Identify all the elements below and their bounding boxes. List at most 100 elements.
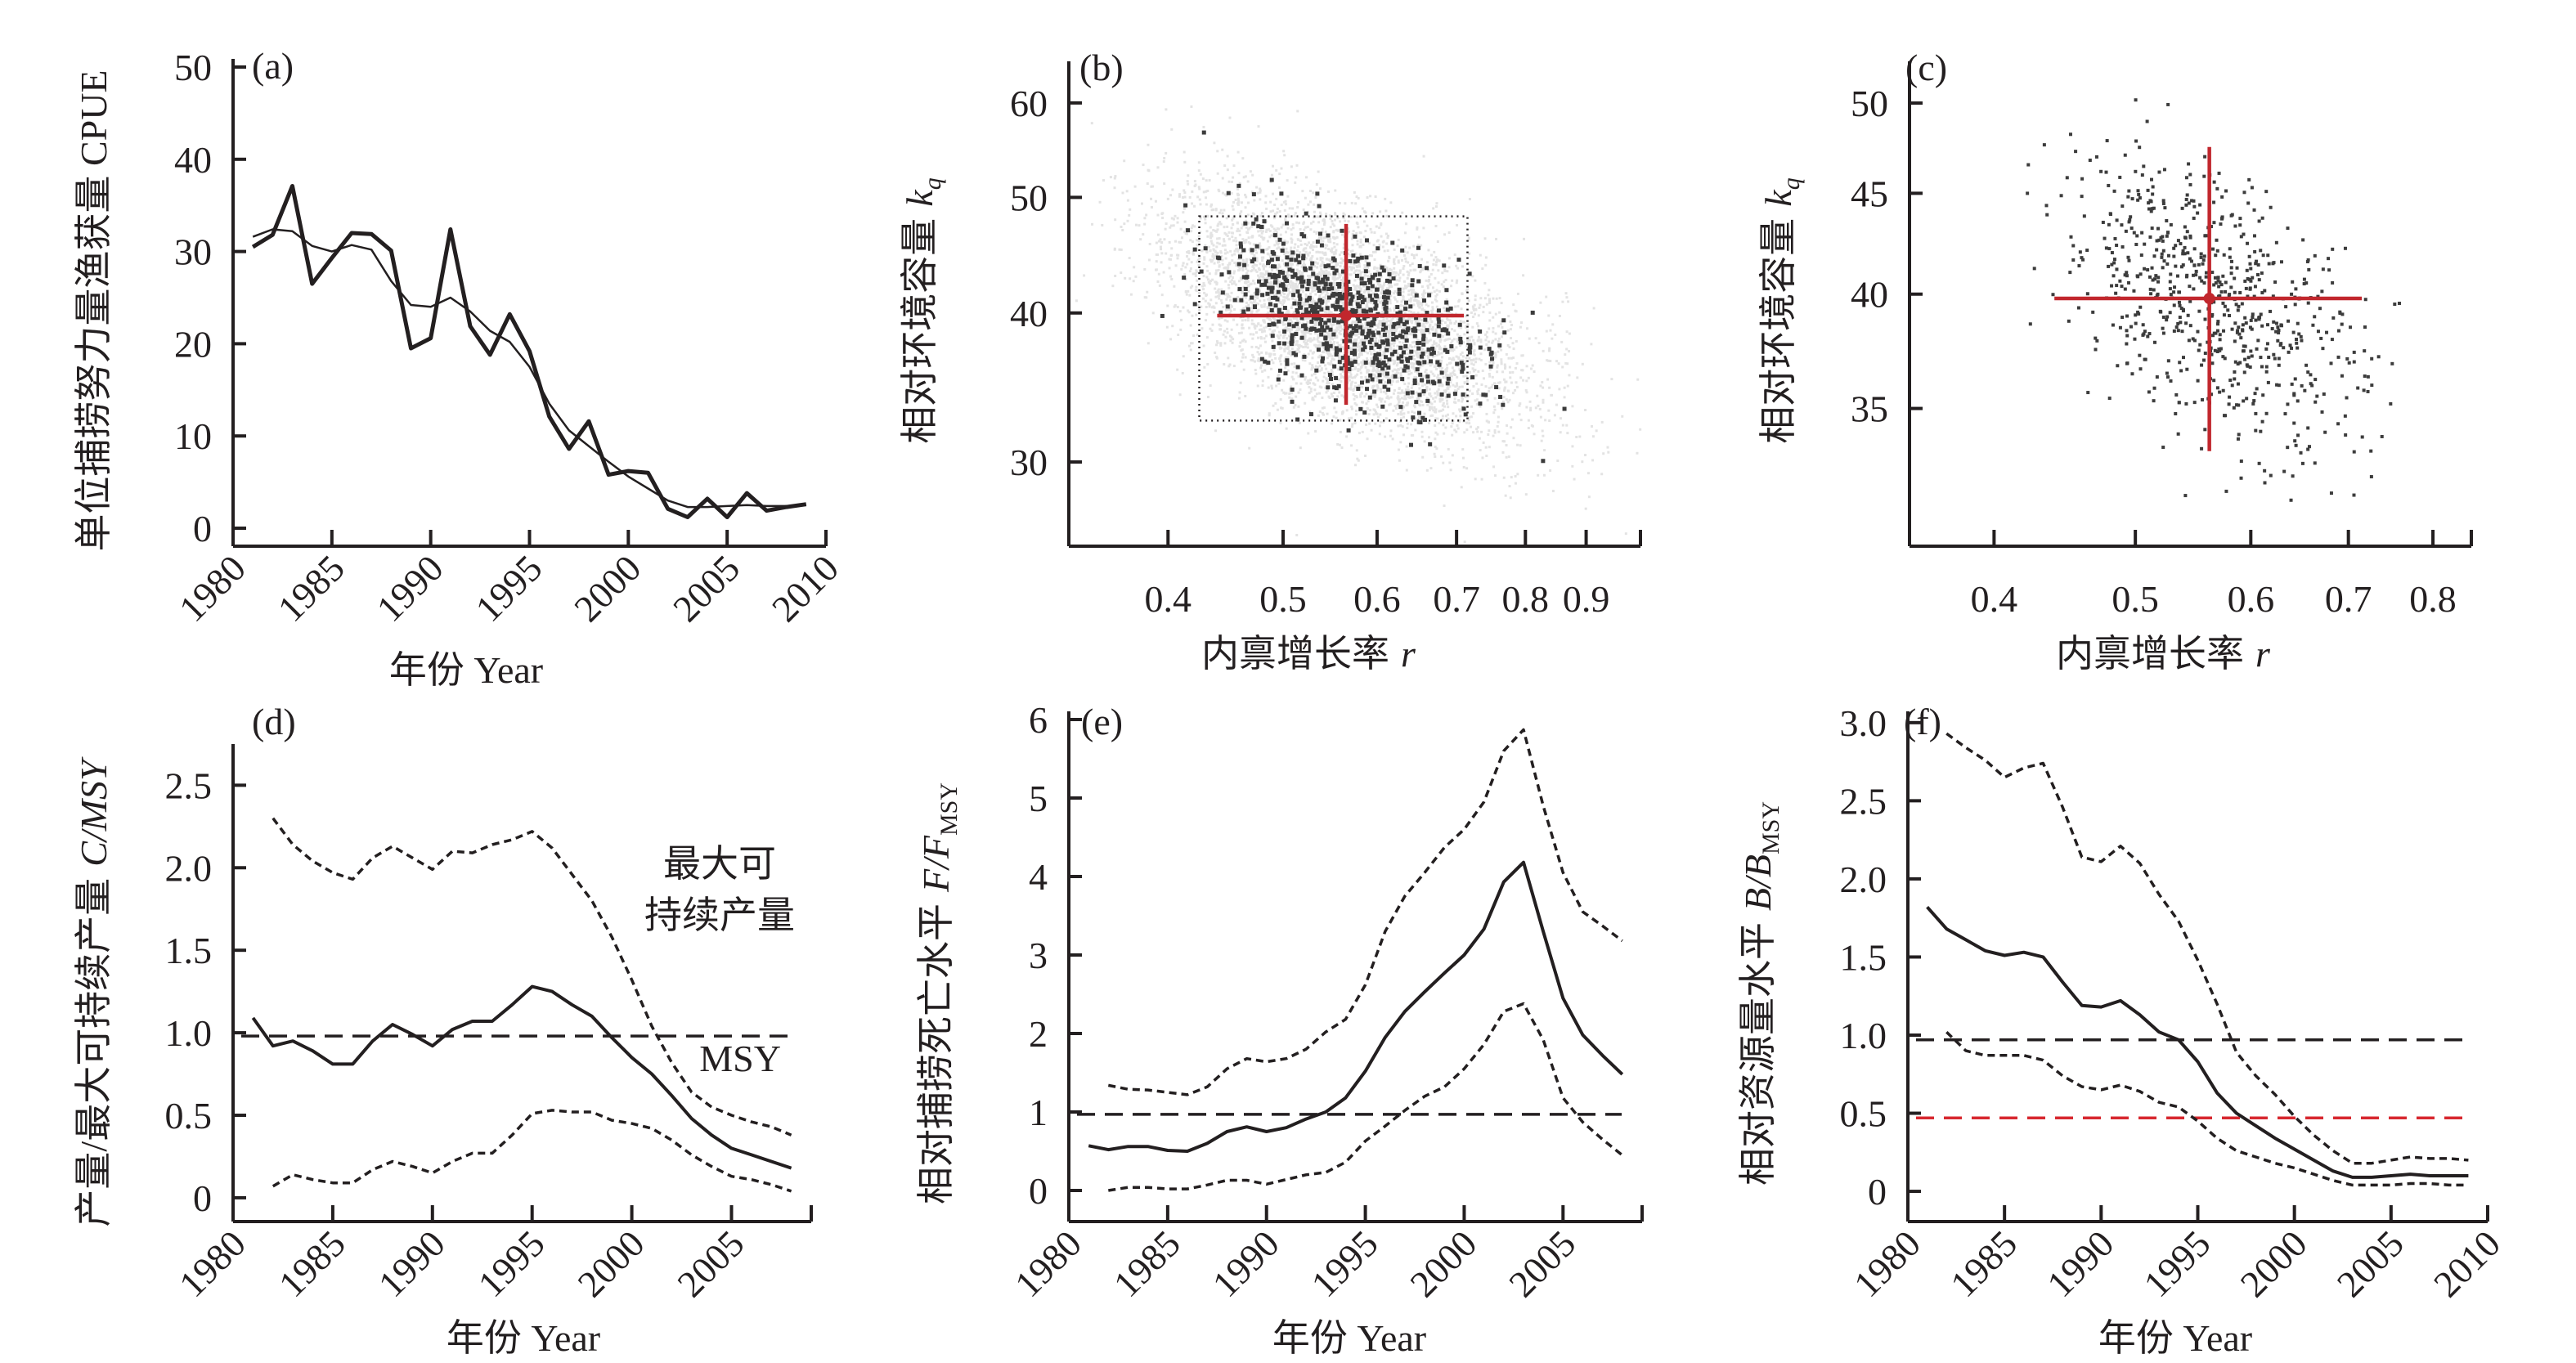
cloud-point <box>1464 395 1467 398</box>
cloud-point <box>1465 467 1469 470</box>
cloud-point <box>1376 403 1379 406</box>
cloud-point <box>1388 307 1391 311</box>
cloud-point <box>1383 352 1386 356</box>
cloud-point <box>1381 307 1384 310</box>
cloud-point <box>1304 226 1308 229</box>
cloud-point <box>1366 305 1369 308</box>
cloud-point <box>1433 410 1436 413</box>
cloud-point <box>1474 361 1478 364</box>
cloud-point <box>1186 255 1189 258</box>
cloud-point <box>1488 327 1491 330</box>
cloud-point <box>1518 404 1521 407</box>
x-tick-label: 0.5 <box>1259 578 1307 620</box>
cloud-point <box>1426 355 1429 358</box>
cloud-point <box>1250 307 1254 310</box>
cloud-point <box>1179 328 1183 331</box>
cloud-point <box>1132 280 1135 283</box>
cloud-point <box>1281 259 1284 262</box>
cloud-point <box>1253 298 1256 302</box>
cloud-point <box>1412 291 1416 294</box>
cloud-point <box>1268 352 1271 356</box>
cloud-point <box>1525 365 1528 368</box>
cloud-point <box>1278 210 1281 213</box>
cloud-point <box>1204 299 1207 303</box>
cloud-point <box>1343 326 1346 330</box>
y-tick-label: 40 <box>1010 293 1048 334</box>
cloud-point <box>1351 320 1354 323</box>
cloud-point <box>1382 321 1385 324</box>
cloud-point <box>1192 252 1195 255</box>
cloud-point <box>1374 422 1377 425</box>
cloud-point <box>1201 177 1205 181</box>
cloud-point <box>1263 369 1267 372</box>
cloud-point <box>1227 231 1231 234</box>
cloud-point <box>1422 155 1425 158</box>
cloud-point <box>1226 251 1229 254</box>
cloud-point <box>1429 283 1432 286</box>
cloud-point <box>1402 341 1405 344</box>
cloud-point <box>1205 265 1209 268</box>
cloud-point <box>1261 236 1264 240</box>
cloud-point <box>1276 334 1279 338</box>
cloud-point <box>1286 240 1290 244</box>
cloud-point <box>1321 289 1324 293</box>
cloud-point <box>1420 340 1424 343</box>
cloud-point <box>1388 377 1391 380</box>
cloud-point <box>1361 207 1364 210</box>
cloud-point <box>1494 338 1497 341</box>
cloud-point <box>1307 274 1310 277</box>
cloud-point <box>1236 295 1240 298</box>
cloud-point <box>1492 405 1496 408</box>
cloud-point <box>1339 419 1342 422</box>
cloud-point <box>1157 272 1160 276</box>
cloud-point <box>1098 200 1102 204</box>
cloud-point <box>1371 386 1375 389</box>
cloud-point <box>1366 352 1369 355</box>
cloud-point <box>1285 323 1288 326</box>
cloud-point <box>1306 383 1309 386</box>
cloud-point <box>1461 456 1465 460</box>
cloud-point <box>1290 321 1294 324</box>
cloud-point <box>1403 334 1407 337</box>
cloud-point <box>1356 265 1359 268</box>
cloud-point <box>1308 200 1312 204</box>
cloud-point <box>1369 272 1372 276</box>
cloud-point <box>1379 335 1382 339</box>
cloud-point <box>1472 411 1475 415</box>
cloud-point <box>1209 204 1213 208</box>
cloud-point <box>1221 244 1224 247</box>
cloud-point <box>1389 429 1393 433</box>
cloud-point <box>1284 271 1287 274</box>
cloud-point <box>1414 321 1417 325</box>
cloud-point <box>1399 410 1402 414</box>
cloud-point <box>1458 298 1461 302</box>
cloud-point <box>1268 412 1271 415</box>
cloud-point <box>1408 246 1411 249</box>
cloud-point <box>1268 246 1271 249</box>
cloud-point <box>1467 394 1470 397</box>
x-tick-label: 0.8 <box>1502 578 1550 620</box>
cloud-point <box>1370 316 1373 319</box>
cloud-point <box>1493 474 1497 477</box>
cloud-point <box>1179 227 1183 231</box>
cloud-point <box>1408 390 1411 393</box>
cloud-point <box>1329 336 1332 339</box>
cloud-point <box>1237 193 1241 196</box>
cloud-point <box>1451 366 1454 370</box>
cloud-point <box>1210 208 1214 212</box>
cloud-point <box>1393 283 1397 286</box>
cloud-point <box>1475 382 1479 385</box>
cloud-point <box>1239 341 1242 344</box>
cloud-point <box>1501 451 1505 454</box>
cloud-point <box>1447 257 1451 260</box>
cloud-point <box>1395 369 1398 372</box>
cloud-point <box>1238 182 1241 185</box>
cloud-point <box>1205 230 1209 233</box>
cloud-point <box>1366 370 1369 374</box>
cloud-point <box>1223 330 1226 333</box>
cloud-point <box>1397 367 1400 370</box>
cloud-point <box>1371 250 1375 253</box>
cloud-point <box>1248 248 1251 251</box>
cloud-point <box>1399 325 1402 329</box>
cloud-point <box>1402 327 1405 330</box>
